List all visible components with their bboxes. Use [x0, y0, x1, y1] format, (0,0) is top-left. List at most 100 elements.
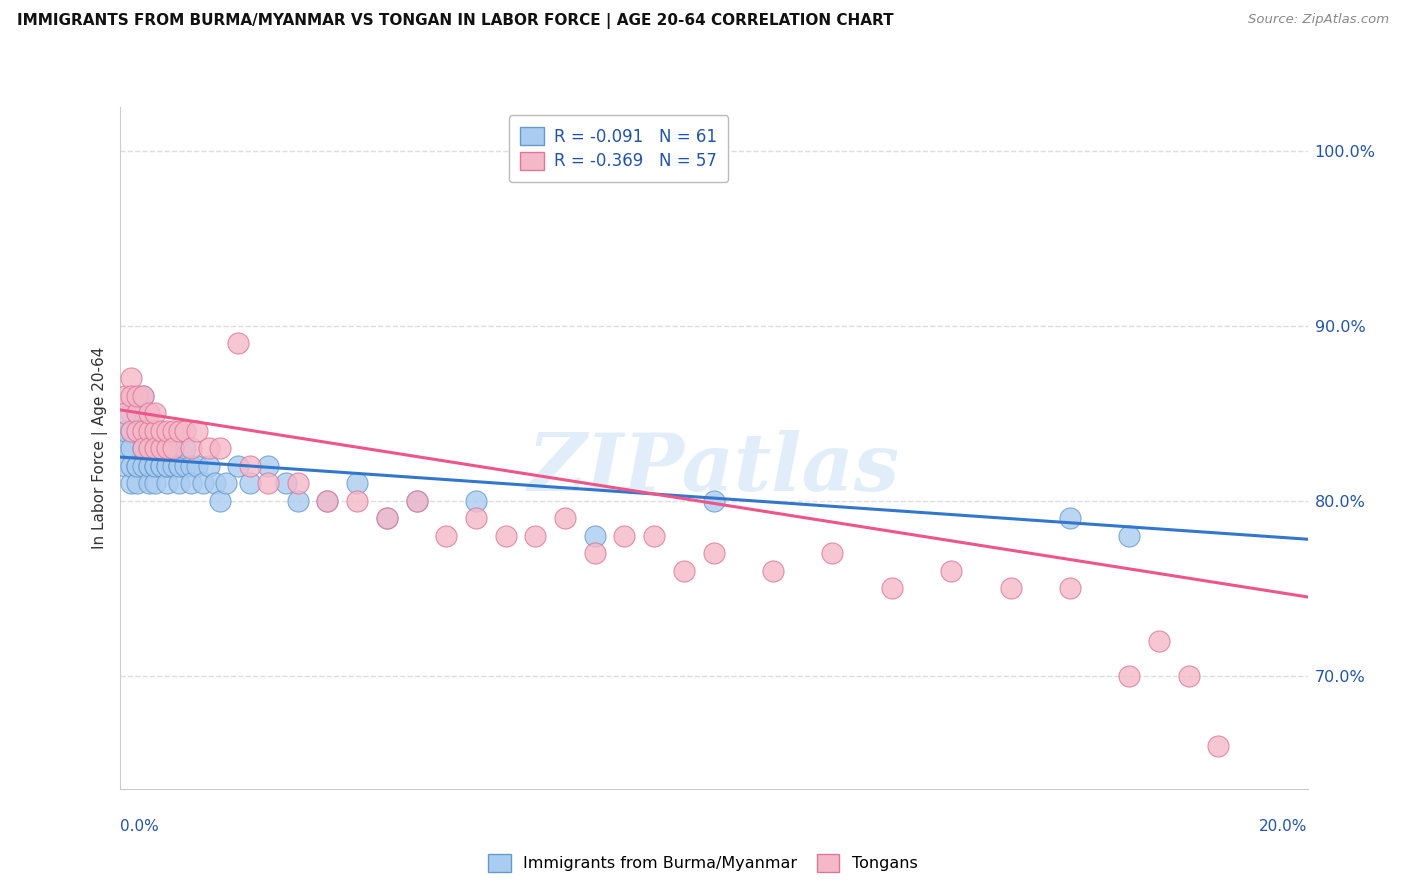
Point — [162, 442, 184, 456]
Point — [132, 424, 155, 438]
Legend: Immigrants from Burma/Myanmar, Tongans: Immigrants from Burma/Myanmar, Tongans — [481, 847, 925, 880]
Point — [127, 424, 149, 438]
Point — [143, 476, 166, 491]
Point — [215, 476, 238, 491]
Point — [375, 511, 398, 525]
Point — [114, 406, 136, 420]
Point — [167, 458, 190, 473]
Point — [186, 458, 208, 473]
Point — [524, 529, 547, 543]
Point — [138, 424, 160, 438]
Point — [120, 476, 142, 491]
Point — [613, 529, 636, 543]
Point — [156, 424, 179, 438]
Point — [180, 442, 202, 456]
Point — [132, 389, 155, 403]
Point — [127, 406, 149, 420]
Point — [1118, 529, 1140, 543]
Point — [939, 564, 962, 578]
Point — [405, 493, 427, 508]
Point — [821, 546, 844, 560]
Point — [138, 458, 160, 473]
Point — [143, 458, 166, 473]
Point — [180, 458, 202, 473]
Point — [346, 476, 368, 491]
Point — [120, 424, 142, 438]
Point — [1118, 669, 1140, 683]
Point — [228, 336, 250, 351]
Point — [132, 389, 155, 403]
Point — [702, 546, 725, 560]
Point — [127, 406, 149, 420]
Point — [464, 493, 486, 508]
Point — [127, 389, 149, 403]
Point — [127, 458, 149, 473]
Point — [120, 458, 142, 473]
Point — [127, 424, 149, 438]
Point — [120, 371, 142, 385]
Text: IMMIGRANTS FROM BURMA/MYANMAR VS TONGAN IN LABOR FORCE | AGE 20-64 CORRELATION C: IMMIGRANTS FROM BURMA/MYANMAR VS TONGAN … — [17, 13, 893, 29]
Point — [156, 458, 179, 473]
Point — [143, 442, 166, 456]
Point — [173, 458, 195, 473]
Point — [1208, 739, 1230, 753]
Point — [434, 529, 457, 543]
Point — [274, 476, 297, 491]
Point — [120, 442, 142, 456]
Text: ZIPatlas: ZIPatlas — [527, 430, 900, 508]
Point — [150, 424, 173, 438]
Point — [316, 493, 339, 508]
Point — [143, 442, 166, 456]
Point — [132, 442, 155, 456]
Legend: R = -0.091   N = 61, R = -0.369   N = 57: R = -0.091 N = 61, R = -0.369 N = 57 — [509, 115, 728, 182]
Point — [257, 476, 280, 491]
Point — [162, 458, 184, 473]
Y-axis label: In Labor Force | Age 20-64: In Labor Force | Age 20-64 — [93, 347, 108, 549]
Point — [239, 458, 262, 473]
Point — [643, 529, 665, 543]
Point — [138, 442, 160, 456]
Point — [191, 476, 214, 491]
Point — [1059, 511, 1081, 525]
Point — [143, 458, 166, 473]
Point — [138, 424, 160, 438]
Point — [127, 458, 149, 473]
Point — [316, 493, 339, 508]
Point — [156, 458, 179, 473]
Point — [228, 458, 250, 473]
Point — [495, 529, 517, 543]
Point — [346, 493, 368, 508]
Point — [173, 424, 195, 438]
Point — [375, 511, 398, 525]
Point — [132, 458, 155, 473]
Point — [167, 476, 190, 491]
Point — [138, 442, 160, 456]
Point — [554, 511, 576, 525]
Point — [405, 493, 427, 508]
Point — [464, 511, 486, 525]
Point — [257, 458, 280, 473]
Point — [150, 458, 173, 473]
Point — [1147, 633, 1170, 648]
Point — [197, 442, 219, 456]
Point — [239, 476, 262, 491]
Point — [120, 406, 142, 420]
Point — [143, 406, 166, 420]
Point — [150, 458, 173, 473]
Text: 20.0%: 20.0% — [1260, 819, 1308, 834]
Point — [132, 442, 155, 456]
Point — [180, 476, 202, 491]
Point — [114, 424, 136, 438]
Point — [167, 458, 190, 473]
Point — [287, 476, 309, 491]
Point — [132, 424, 155, 438]
Point — [197, 458, 219, 473]
Point — [167, 424, 190, 438]
Point — [114, 442, 136, 456]
Point — [120, 389, 142, 403]
Point — [204, 476, 226, 491]
Point — [672, 564, 695, 578]
Point — [143, 424, 166, 438]
Text: Source: ZipAtlas.com: Source: ZipAtlas.com — [1249, 13, 1389, 27]
Point — [762, 564, 785, 578]
